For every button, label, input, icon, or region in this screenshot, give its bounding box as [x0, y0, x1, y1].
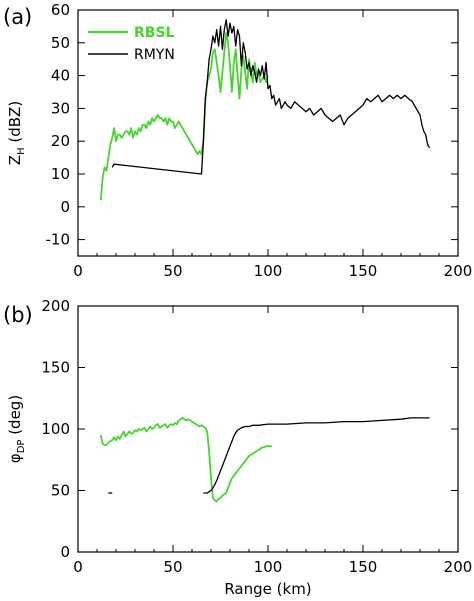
series-line-rbsl [99, 417, 272, 503]
y-tick-label: 60 [51, 1, 70, 19]
y-tick-label: 50 [51, 34, 70, 52]
y-tick-label: 40 [51, 67, 70, 85]
x-tick-label: 50 [163, 262, 182, 280]
x-tick-label: 50 [163, 558, 182, 576]
series-line-rbsl [99, 32, 269, 201]
x-axis-label: Range (km) [224, 580, 311, 598]
series-line-rmyn [203, 417, 430, 494]
panel-b: 0 50 100 150 200 0 50 100 150 200 (b) φDP (deg) Rang… [3, 297, 472, 598]
legend-label: RBSL [134, 25, 175, 41]
x-tick-label: 200 [444, 262, 473, 280]
y-tick-label: 10 [51, 165, 70, 183]
x-tick-label: 150 [349, 558, 378, 576]
x-tick-label: 0 [73, 558, 83, 576]
y-tick-label: 50 [51, 482, 70, 500]
y-tick-label: 30 [51, 99, 70, 117]
x-tick-label: 150 [349, 262, 378, 280]
x-tick-label: 0 [73, 262, 83, 280]
x-tick-label: 200 [444, 558, 473, 576]
y-tick-label: 0 [60, 198, 70, 216]
panel-label: (a) [3, 5, 32, 29]
y-tick-label: 100 [41, 420, 70, 438]
y-axis-label: ZH (dBZ) [6, 101, 27, 165]
y-axis-label: φDP (deg) [6, 395, 27, 463]
series-line-rmyn [111, 19, 431, 175]
x-tick-label: 100 [254, 262, 283, 280]
y-tick-label: 150 [41, 359, 70, 377]
legend-label: RMYN [134, 47, 175, 63]
y-tick-label: 20 [51, 132, 70, 150]
plot-frame [77, 305, 459, 553]
y-tick-label: 0 [60, 543, 70, 561]
panel-label: (b) [3, 303, 33, 327]
y-tick-label: 200 [41, 297, 70, 315]
x-tick-label: 100 [254, 558, 283, 576]
y-tick-label: -10 [46, 231, 71, 249]
